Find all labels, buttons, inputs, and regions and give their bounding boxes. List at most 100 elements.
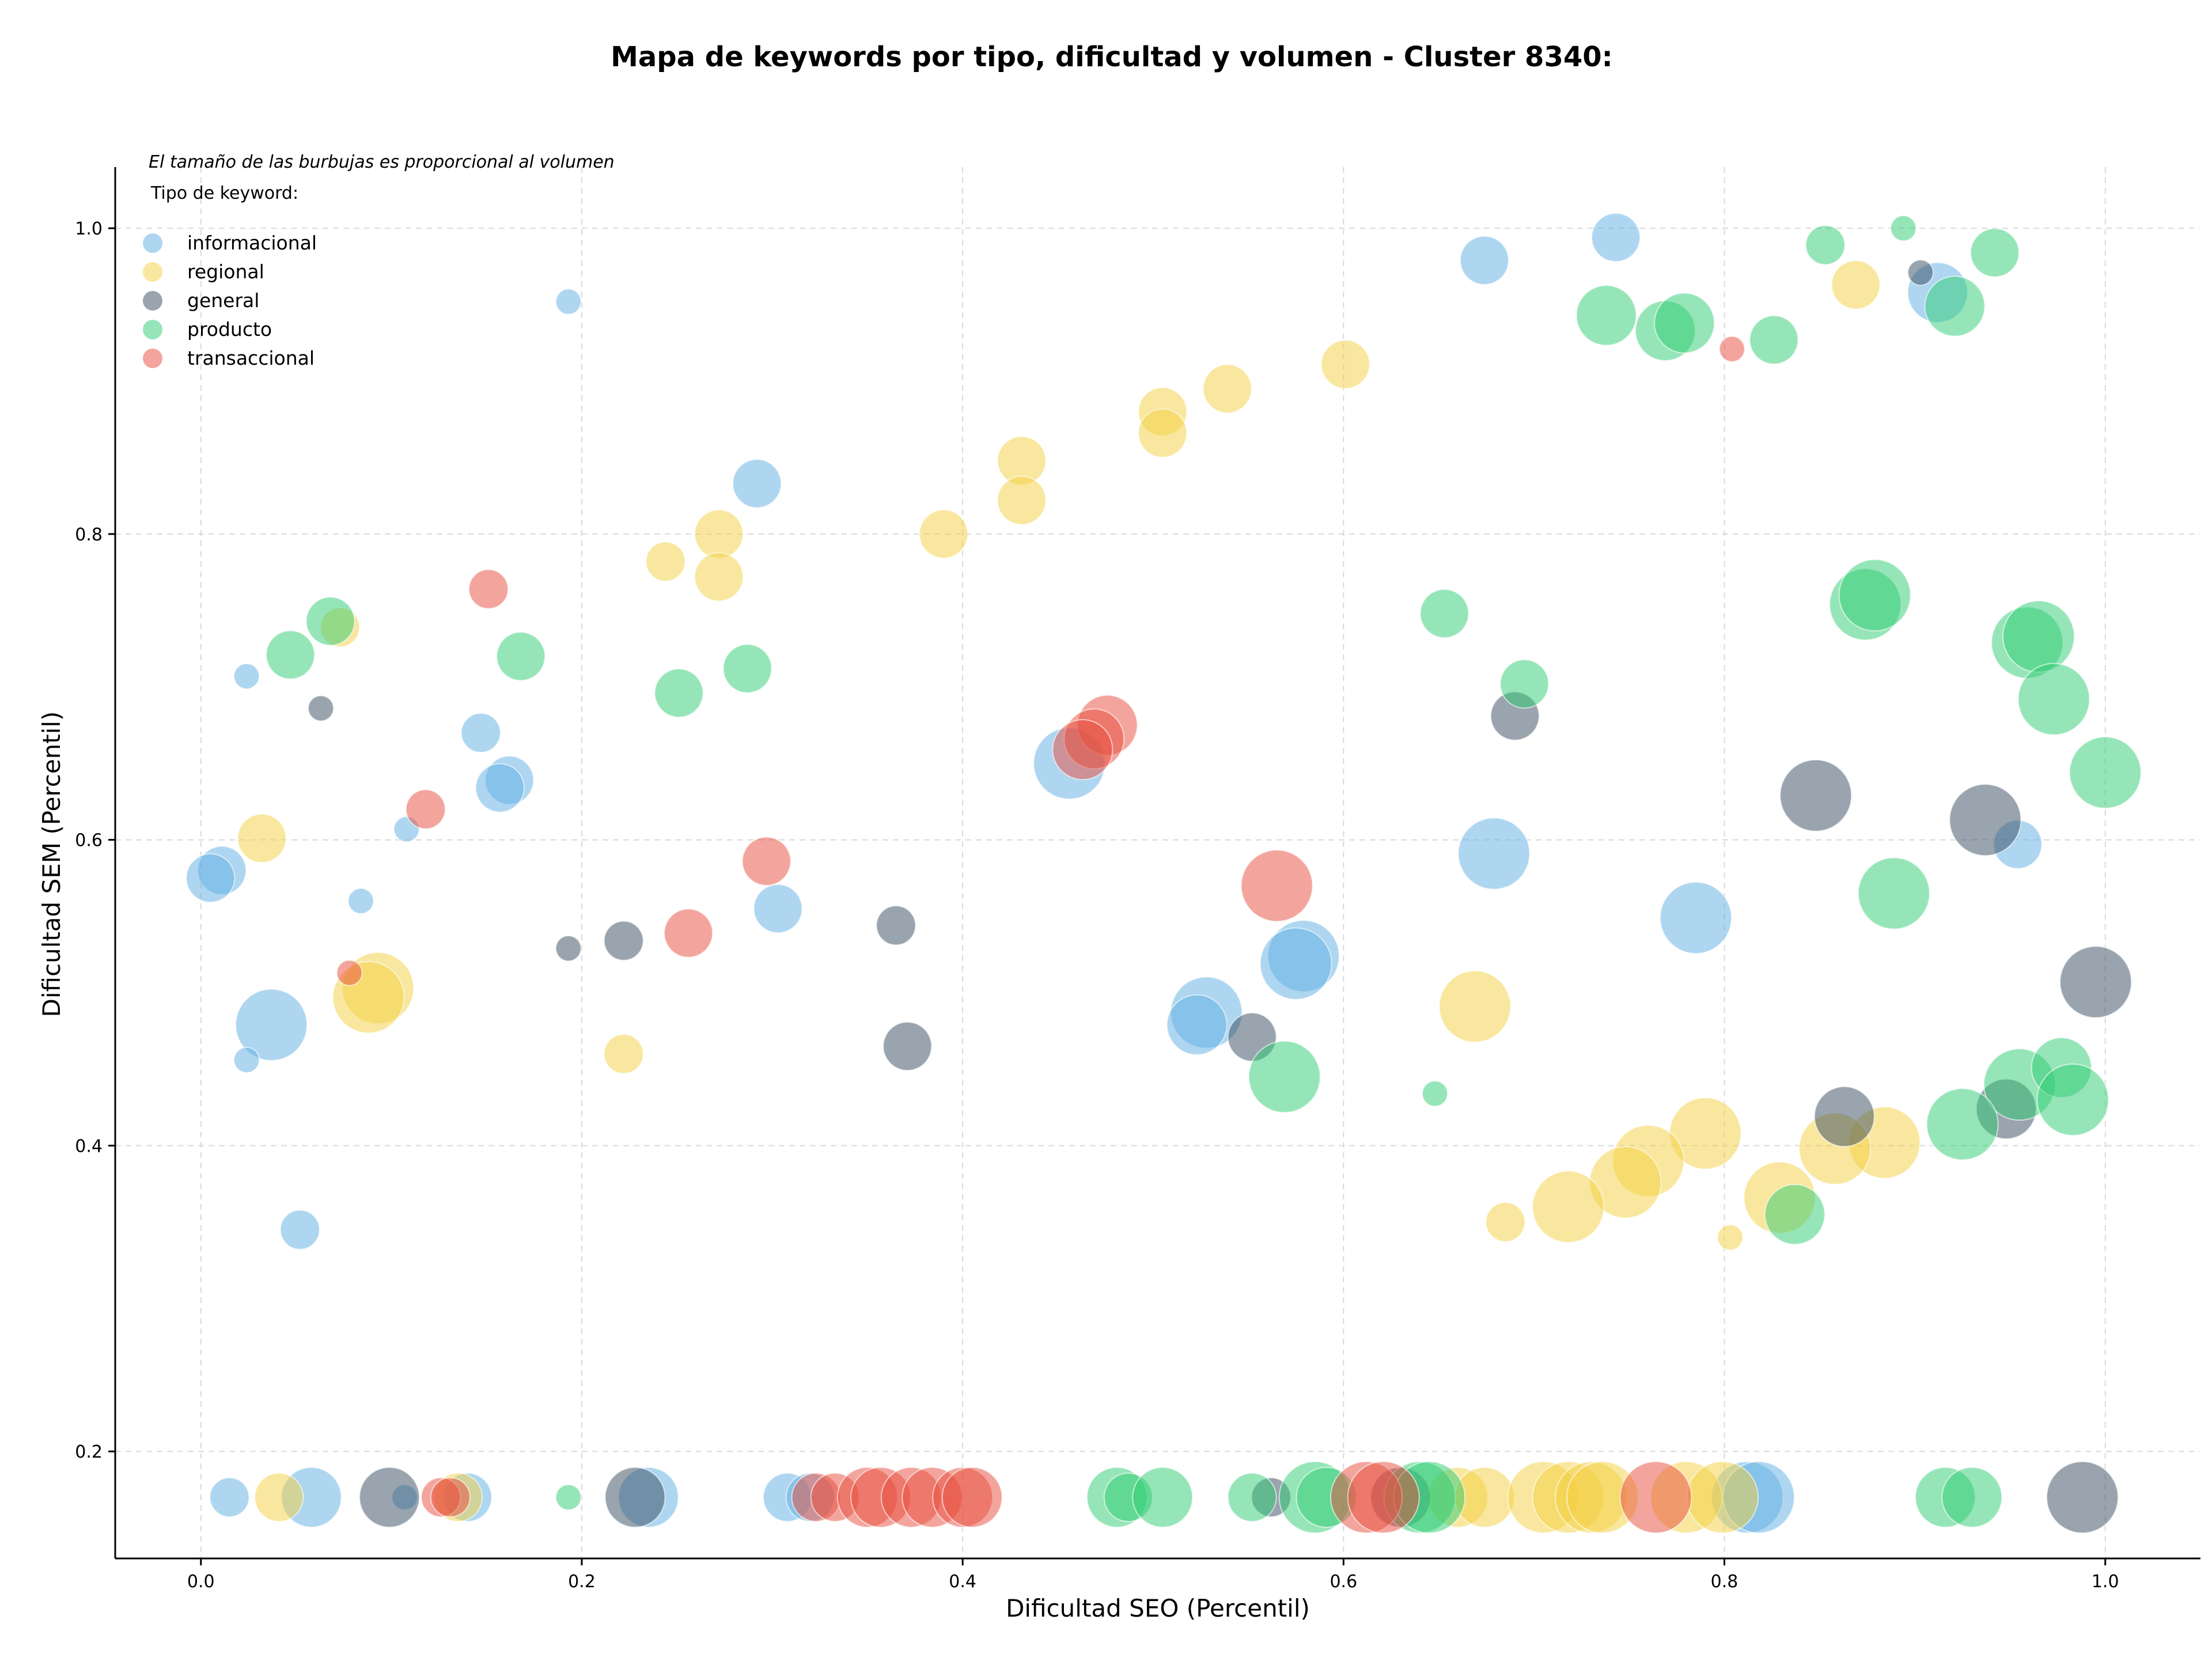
general-bubble: [1813, 1086, 1875, 1148]
legend-marker-transaccional: [143, 349, 162, 368]
producto-bubble: [555, 1484, 582, 1511]
tick-layer: 0.0 0.2 0.4 0.6 0.8 1.0 0.2 0.4 0.6 0.8 1.0: [75, 219, 2119, 1592]
transaccional-bubble: [664, 908, 714, 958]
regional-bubble: [254, 1472, 304, 1522]
informacional-bubble: [209, 1477, 250, 1518]
informacional-bubble: [1659, 881, 1732, 955]
producto-bubble: [1132, 1466, 1194, 1528]
general-bubble: [1907, 259, 1934, 286]
general-bubble: [876, 905, 916, 946]
informacional-bubble: [1166, 994, 1228, 1055]
transaccional-bubble: [430, 1477, 471, 1518]
x-tick-label: 0.2: [568, 1572, 596, 1592]
y-tick-label: 0.8: [75, 525, 103, 545]
axis-layer: [114, 167, 2200, 1560]
bubble-size-note: El tamaño de las burbujas es proporciona…: [149, 152, 615, 172]
producto-bubble: [1969, 228, 2020, 278]
producto-bubble: [305, 596, 355, 646]
regional-bubble: [694, 509, 744, 559]
legend-marker-general: [143, 291, 162, 311]
transaccional-bubble: [1619, 1461, 1692, 1534]
producto-bubble: [722, 644, 772, 694]
general-bubble: [604, 1466, 666, 1528]
informacional-bubble: [1591, 213, 1641, 263]
x-tick-label: 0.6: [1330, 1572, 1357, 1592]
legend-label-producto: producto: [187, 318, 272, 340]
producto-bubble: [1575, 285, 1637, 346]
producto-bubble: [1890, 215, 1917, 242]
legend-label-transaccional: transaccional: [187, 347, 315, 369]
producto-bubble: [1499, 659, 1550, 709]
bubble-layer: [185, 213, 2142, 1534]
informacional-bubble: [753, 884, 803, 934]
informacional-bubble: [347, 887, 374, 914]
y-tick-label: 0.6: [75, 831, 103, 851]
chart-title: Mapa de keywords por tipo, dificultad y …: [611, 41, 1613, 73]
legend-label-informacional: informacional: [187, 232, 317, 254]
producto-bubble: [1805, 225, 1846, 266]
producto-bubble: [2036, 1063, 2109, 1136]
x-tick-label: 1.0: [2092, 1572, 2119, 1592]
regional-bubble: [1138, 408, 1188, 458]
legend-marker-regional: [143, 262, 162, 282]
legend-marker-informacional: [143, 233, 162, 253]
transaccional-bubble: [1347, 1461, 1420, 1534]
general-bubble: [603, 920, 644, 961]
y-tick-label: 0.4: [75, 1136, 103, 1156]
informacional-bubble: [235, 988, 308, 1061]
informacional-bubble: [279, 1209, 320, 1250]
y-axis-label: Dificultad SEM (Percentil): [37, 712, 66, 1017]
transaccional-bubble: [405, 789, 446, 830]
informacional-bubble: [732, 459, 782, 509]
informacional-bubble: [233, 663, 260, 690]
informacional-bubble: [460, 712, 501, 753]
regional-bubble: [919, 509, 969, 559]
informacional-bubble: [233, 1046, 260, 1073]
legend-title: Tipo de keyword:: [150, 183, 298, 203]
transaccional-bubble: [336, 959, 363, 986]
producto-bubble: [496, 631, 546, 682]
regional-bubble: [1320, 339, 1370, 389]
legend-label-regional: regional: [187, 260, 264, 283]
regional-bubble: [997, 475, 1047, 525]
regional-bubble: [1686, 1461, 1759, 1534]
producto-bubble: [1941, 1466, 2003, 1528]
producto-bubble: [654, 668, 704, 718]
producto-bubble: [1838, 559, 1911, 632]
transaccional-bubble: [1240, 849, 1313, 922]
producto-bubble: [1654, 292, 1715, 354]
producto-bubble: [2002, 600, 2075, 673]
general-bubble: [1779, 759, 1853, 832]
producto-bubble: [1422, 1080, 1449, 1107]
regional-bubble: [237, 814, 287, 864]
regional-bubble: [1438, 970, 1512, 1043]
producto-bubble: [1857, 857, 1930, 930]
general-bubble: [308, 695, 335, 722]
producto-bubble: [1924, 275, 1986, 337]
transaccional-bubble: [1718, 335, 1745, 362]
grid-layer: [115, 167, 2200, 1558]
producto-bubble: [2069, 736, 2142, 809]
transaccional-bubble: [741, 836, 791, 886]
informacional-bubble: [555, 288, 582, 315]
general-bubble: [882, 1021, 933, 1071]
producto-bubble: [1749, 315, 1799, 365]
general-bubble: [555, 935, 582, 962]
legend-label-general: general: [187, 289, 259, 312]
informacional-bubble: [185, 853, 236, 903]
x-tick-label: 0.8: [1711, 1572, 1738, 1592]
legend: informacional regional general producto tran…: [143, 232, 317, 369]
producto-bubble: [2017, 663, 2090, 736]
x-axis-label: Dificultad SEO (Percentil): [1006, 1594, 1310, 1622]
informacional-bubble: [1259, 927, 1332, 1000]
general-bubble: [2059, 945, 2133, 1019]
transaccional-bubble: [468, 569, 509, 610]
regional-bubble: [1831, 260, 1881, 310]
x-tick-label: 0.0: [187, 1572, 215, 1592]
general-bubble: [1949, 784, 2022, 857]
regional-bubble: [1532, 1170, 1605, 1243]
producto-bubble: [1926, 1088, 1999, 1161]
informacional-bubble: [475, 763, 525, 813]
